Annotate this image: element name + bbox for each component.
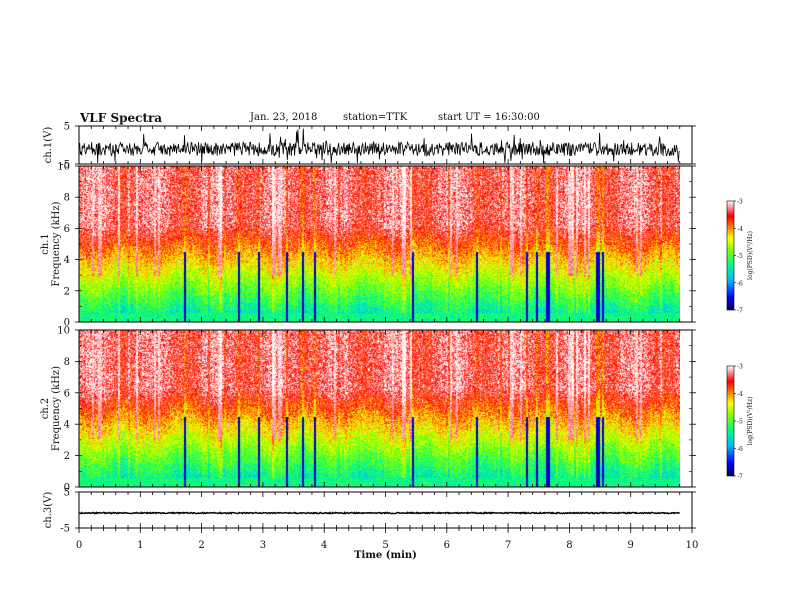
ch1-spectrogram-ytick-label: 2 <box>64 286 70 297</box>
ch3-waveform-ytick-label: 5 <box>64 488 70 499</box>
colorbar-tick-label: -5 <box>737 253 743 260</box>
colorbar-tick-label: -4 <box>737 226 743 233</box>
colorbar-label: log(PSD)(V²/Hz) <box>747 231 754 280</box>
colorbar-2 <box>726 365 735 477</box>
ch1-waveform-line <box>78 128 680 164</box>
ch1-spectrogram-ylabel2: Frequency (kHz) <box>51 201 62 286</box>
colorbar-tick-label: -5 <box>737 419 743 426</box>
colorbar-tick-label: -6 <box>737 280 743 287</box>
ch1-spectrogram-heatmap <box>79 166 680 322</box>
figure-title: VLF Spectra <box>80 111 163 125</box>
ch1-spectrogram-ylabel: ch.1 <box>40 233 51 255</box>
x-tick-label: 9 <box>628 540 634 551</box>
ch1-spectrogram-ytick-label: 0 <box>64 318 70 329</box>
ch1-spectrogram-ytick-label: 6 <box>64 224 70 235</box>
ch2-spectrogram-ylabel2: Frequency (kHz) <box>51 366 62 451</box>
ch1-waveform-ytick-label: 5 <box>64 122 70 133</box>
ch3-waveform-line <box>78 510 680 515</box>
x-tick-label: 8 <box>566 540 572 551</box>
colorbar-tick-label: -3 <box>737 199 743 206</box>
ch3-waveform-ytick-label: -5 <box>60 524 70 535</box>
ch2-spectrogram-ytick-label: 2 <box>64 451 70 462</box>
ch2-spectrogram-heatmap <box>79 330 680 487</box>
colorbar-tick-label: -6 <box>737 446 743 453</box>
ch1-spectrogram-ytick-label: 4 <box>64 255 70 266</box>
ch1-spectrogram-ytick-label: 8 <box>64 193 70 204</box>
x-tick-label: 1 <box>137 540 143 551</box>
ch1-waveform-ylabel: ch.1(V) <box>43 127 54 164</box>
start-time-label: start UT = 16:30:00 <box>438 112 540 123</box>
ch2-spectrogram-ytick-label: 0 <box>64 483 70 494</box>
colorbar-tick-label: -7 <box>737 308 743 315</box>
station-label: station=TTK <box>343 112 408 123</box>
colorbar-tick-label: -7 <box>737 474 743 481</box>
x-tick-label: 6 <box>444 540 450 551</box>
colorbar-1 <box>726 200 735 311</box>
x-tick-label: 2 <box>198 540 204 551</box>
ch2-spectrogram-ytick-label: 4 <box>64 420 70 431</box>
colorbar-tick-label: -4 <box>737 391 743 398</box>
ch2-spectrogram-ytick-label: 8 <box>64 357 70 368</box>
x-tick-label: 4 <box>321 540 327 551</box>
x-axis-label: Time (min) <box>354 550 417 561</box>
colorbar-tick-label: -3 <box>737 364 743 371</box>
date-label: Jan. 23, 2018 <box>250 112 318 123</box>
x-tick-label: 5 <box>382 540 388 551</box>
x-tick-label: 7 <box>505 540 511 551</box>
colorbar-label: log(PSD)(V²/Hz) <box>747 397 754 446</box>
ch3-waveform-frame <box>78 491 693 529</box>
ch1-waveform-ytick-label: -5 <box>60 160 70 171</box>
x-tick-label: 3 <box>260 540 266 551</box>
x-tick-label: 0 <box>76 540 82 551</box>
ch2-spectrogram-ytick-label: 6 <box>64 388 70 399</box>
ch3-waveform-ylabel: ch.3(V) <box>43 492 54 529</box>
ch2-spectrogram-ylabel: ch.2 <box>40 398 51 420</box>
ch1-spectrogram-ytick-label: 10 <box>57 162 70 173</box>
ch2-spectrogram-ytick-label: 10 <box>57 326 70 337</box>
x-tick-label: 10 <box>686 540 699 551</box>
